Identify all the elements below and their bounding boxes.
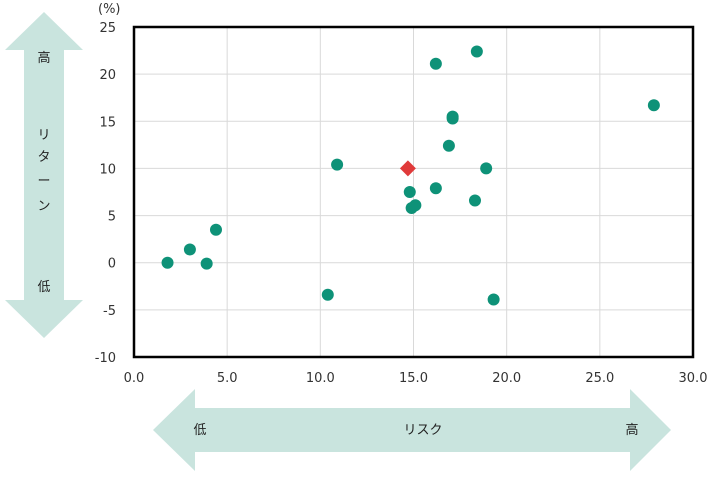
data-point [161, 256, 174, 269]
return-arrow-low-label: 低 [37, 280, 50, 295]
return-arrow-high-label: 高 [37, 50, 50, 66]
data-point [409, 199, 422, 212]
return-arrow-title-char-3: ー [37, 174, 50, 189]
risk-arrow [153, 389, 671, 471]
data-point-diamond [399, 160, 416, 177]
data-point [647, 99, 660, 112]
y-axis-unit-label: (%) [98, 2, 121, 17]
y-tick-label: -5 [103, 304, 116, 319]
data-point [209, 223, 222, 236]
data-point [487, 293, 500, 306]
data-point [321, 288, 334, 301]
y-tick-label: 15 [99, 115, 116, 130]
y-tick-label: 0 [108, 257, 116, 272]
tick-labels: 0.0 5.0 10.0 15.0 20.0 25.0 30.0 -10 -5 0 5 10 15 20 2… [95, 21, 708, 386]
data-point [403, 186, 416, 198]
x-tick-label: 15.0 [399, 371, 428, 386]
return-arrow-title-char-4: ン [37, 199, 50, 214]
data-point [183, 243, 196, 256]
data-point [470, 45, 483, 58]
data-point [429, 182, 442, 195]
y-tick-label: -10 [95, 351, 116, 366]
data-points [161, 45, 660, 306]
data-point [480, 162, 493, 175]
x-tick-label: 20.0 [492, 371, 521, 386]
x-tick-label: 10.0 [306, 371, 335, 386]
data-point [331, 158, 344, 171]
x-tick-label: 30.0 [679, 371, 708, 386]
return-arrow [5, 12, 83, 338]
y-tick-label: 10 [99, 162, 116, 177]
plot-area-border [132, 25, 695, 359]
data-point [429, 57, 442, 70]
data-point [442, 139, 455, 152]
y-tick-label: 20 [99, 68, 116, 83]
return-arrow-title-char-2: タ [37, 150, 50, 165]
risk-arrow-low-label: 低 [193, 423, 206, 438]
data-point [446, 110, 459, 123]
risk-arrow-title: リスク [403, 423, 442, 438]
data-point [468, 194, 481, 207]
y-tick-label: 5 [108, 210, 116, 225]
x-tick-label: 25.0 [585, 371, 614, 386]
risk-arrow-high-label: 高 [625, 422, 638, 438]
y-tick-label: 25 [99, 21, 116, 36]
return-arrow-title-char-1: リ [37, 128, 50, 143]
x-tick-label: 0.0 [124, 371, 145, 386]
data-point [200, 257, 213, 270]
x-tick-label: 5.0 [217, 371, 238, 386]
